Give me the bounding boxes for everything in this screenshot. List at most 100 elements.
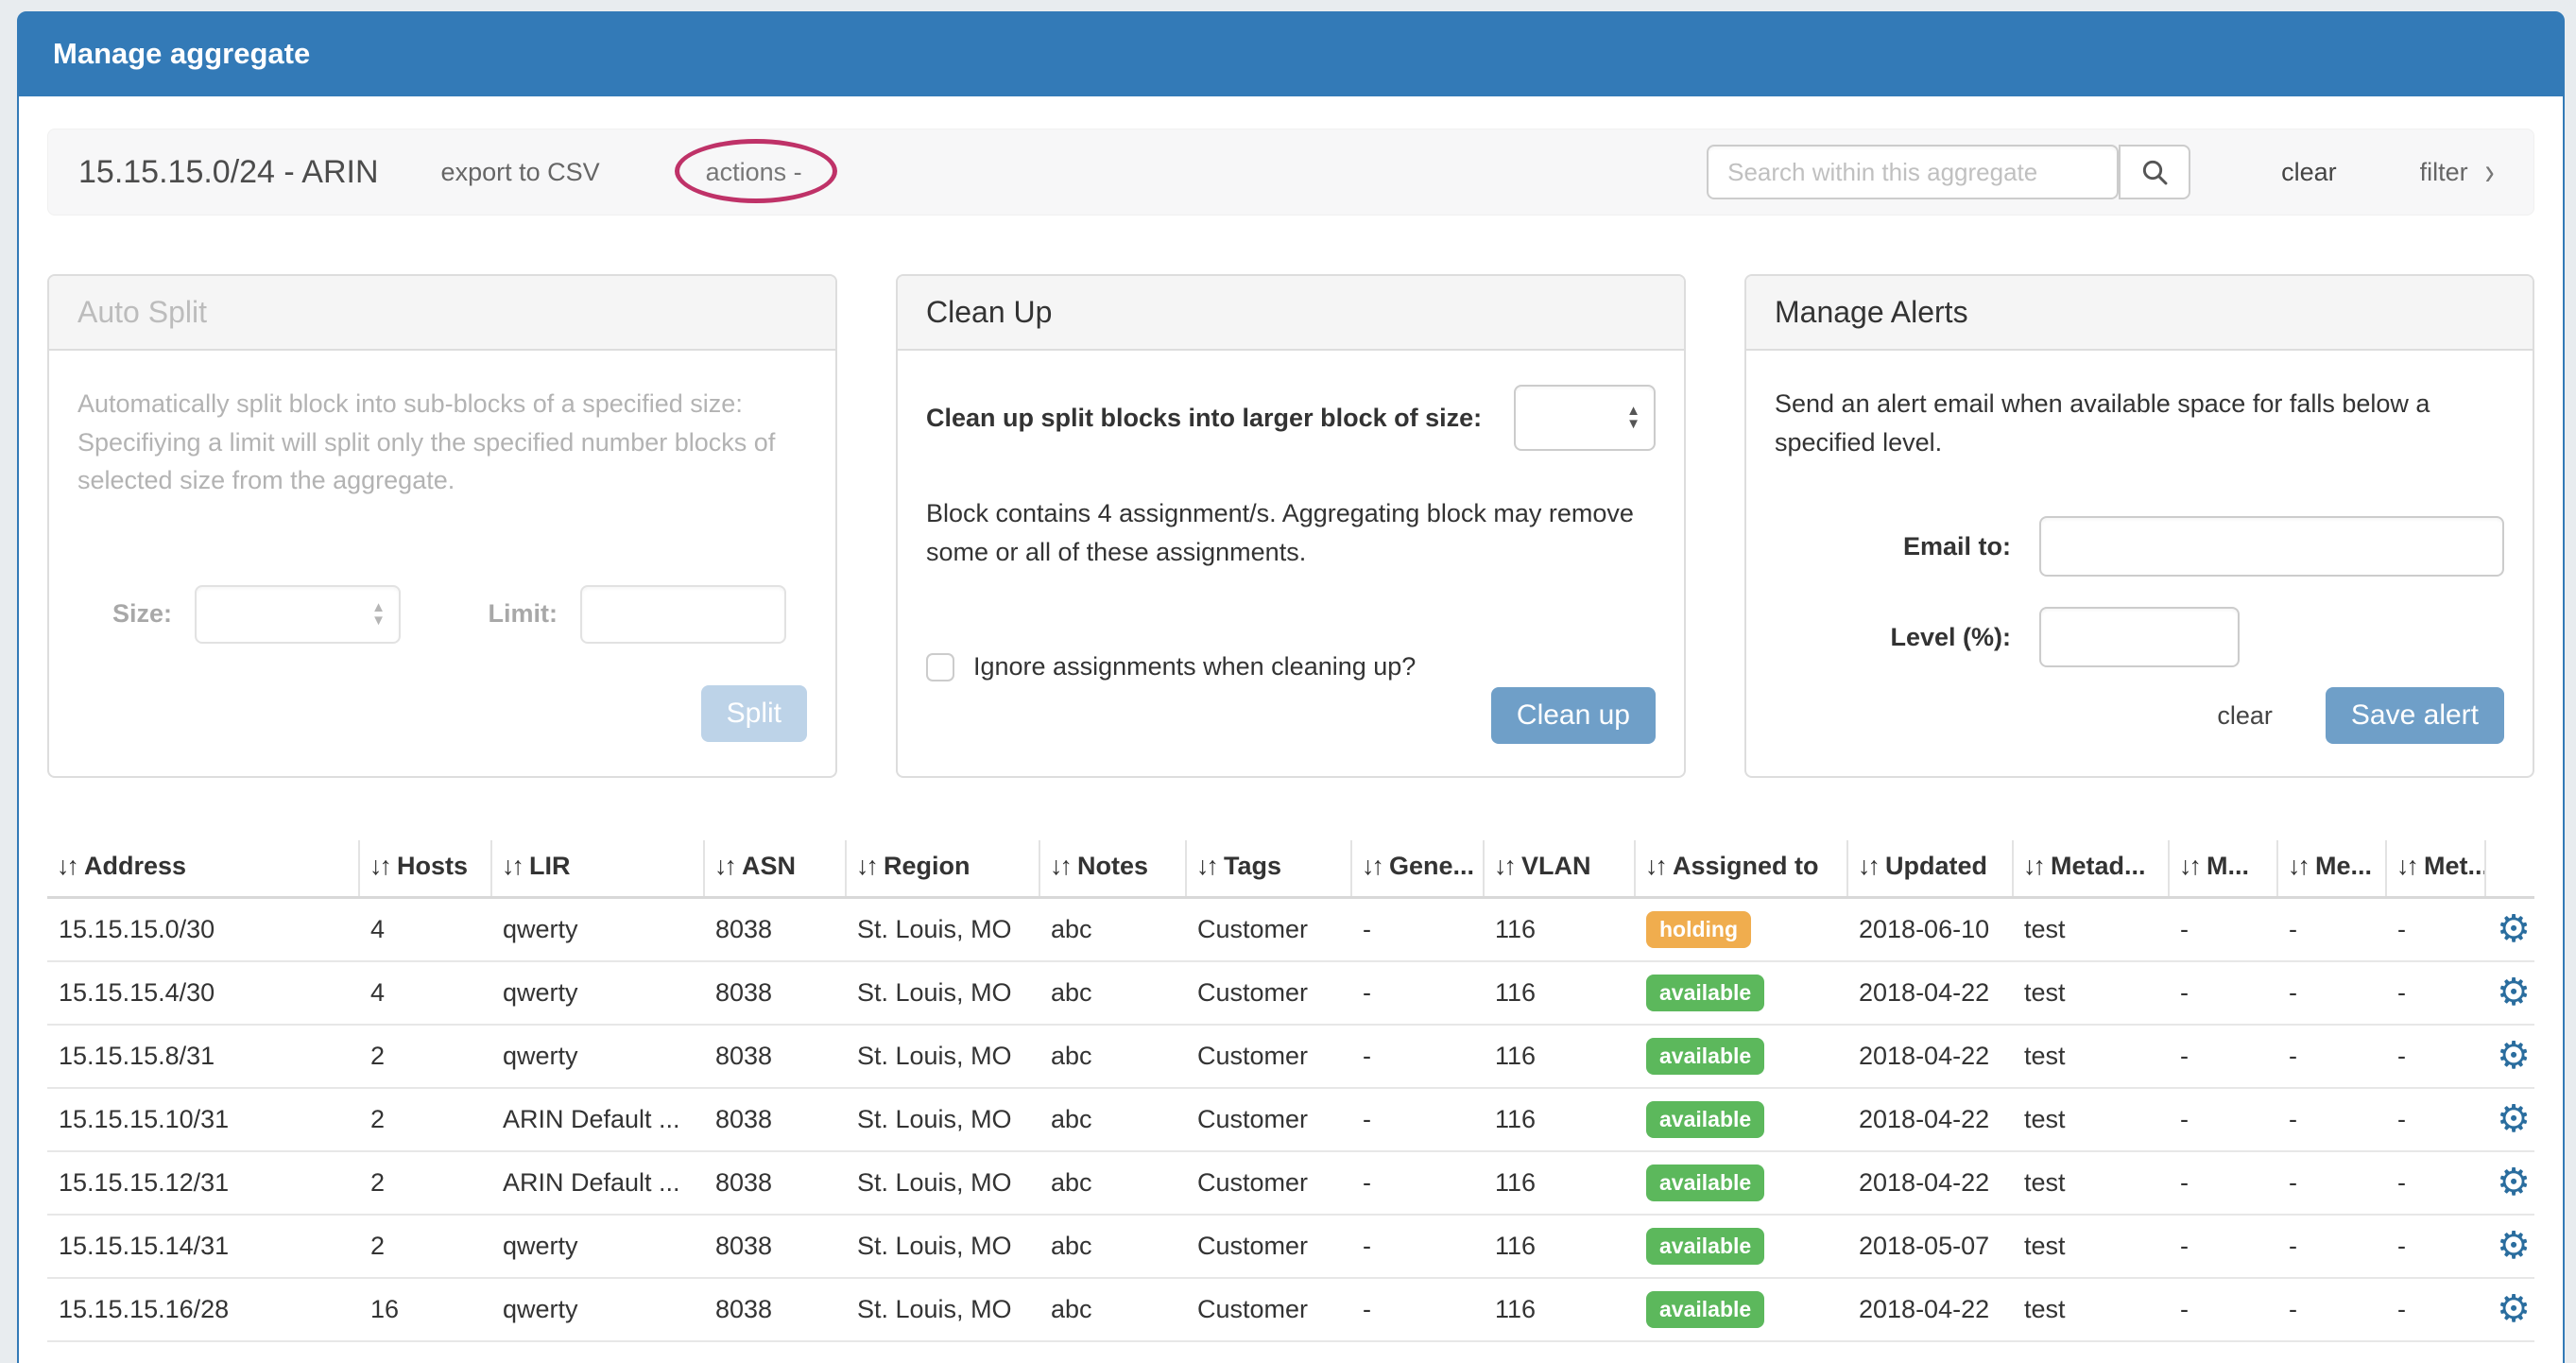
cell-vlan: 116 <box>1484 897 1635 962</box>
column-header-metad[interactable]: ↓↑ Metad... <box>2013 840 2170 899</box>
email-label: Email to: <box>1902 531 2011 561</box>
caret-up-icon: ▲ <box>1626 403 1640 419</box>
clean-up-card: Clean Up Clean up split blocks into larg… <box>896 274 1686 778</box>
cell-region: St. Louis, MO <box>846 1087 1039 1152</box>
clear-alert-link[interactable]: clear <box>2217 700 2273 730</box>
cell-gene: - <box>1351 1087 1484 1152</box>
gear-icon[interactable]: ⚙ <box>2497 1225 2531 1267</box>
table-row: 15.15.15.12/31 2 ARIN Default ... 8038 St. L… <box>47 1150 2534 1216</box>
clean-up-size-select[interactable]: ▲ ▼ <box>1514 385 1656 451</box>
cell-m1: - <box>2169 1150 2277 1216</box>
email-field[interactable] <box>2039 516 2504 577</box>
export-to-csv-link[interactable]: export to CSV <box>440 157 600 186</box>
limit-input[interactable] <box>580 584 786 644</box>
sort-icon: ↓↑ <box>1196 852 1219 880</box>
aggregate-title: 15.15.15.0/24 - ARIN <box>78 153 379 190</box>
cell-assigned: available <box>1635 1277 1847 1342</box>
column-header-region[interactable]: ↓↑ Region <box>846 840 1040 899</box>
ignore-assignments-row: Ignore assignments when cleaning up? <box>926 652 1656 682</box>
manage-alerts-description: Send an alert email when available space… <box>1775 389 2430 457</box>
auto-split-card: Auto Split Automatically split block int… <box>47 274 837 778</box>
column-header-lir[interactable]: ↓↑ LIR <box>491 840 705 899</box>
manage-alerts-button-row: clear Save alert <box>1775 687 2504 744</box>
limit-label: Limit: <box>488 599 558 628</box>
gear-icon[interactable]: ⚙ <box>2497 908 2531 951</box>
gear-icon[interactable]: ⚙ <box>2497 972 2531 1013</box>
toolbar-right: clear filter › <box>1707 145 2496 199</box>
status-badge: available <box>1646 1290 1765 1328</box>
column-header-updated[interactable]: ↓↑ Updated <box>1847 840 2014 899</box>
cell-region: St. Louis, MO <box>846 960 1039 1026</box>
cell-address: 15.15.15.0/30 <box>47 897 359 962</box>
sort-icon: ↓↑ <box>1494 852 1517 880</box>
filter-label: filter <box>2419 157 2468 186</box>
cell-m2: - <box>2277 1277 2386 1342</box>
table-row: 15.15.15.14/31 2 qwerty 8038 St. Louis, MO ab… <box>47 1214 2534 1279</box>
gear-icon[interactable]: ⚙ <box>2497 1098 2531 1140</box>
filter-link[interactable]: filter › <box>2420 153 2496 191</box>
cell-region: St. Louis, MO <box>846 1277 1039 1342</box>
cell-metad: test <box>2013 960 2169 1026</box>
sort-icon: ↓↑ <box>502 852 524 880</box>
gear-icon[interactable]: ⚙ <box>2497 1288 2531 1330</box>
cell-m2: - <box>2277 960 2386 1026</box>
cell-row-actions: ⚙ <box>2485 960 2534 1026</box>
cell-row-actions: ⚙ <box>2485 1150 2534 1216</box>
actions-dropdown[interactable]: actions - <box>705 157 802 186</box>
cell-region: St. Louis, MO <box>846 1024 1039 1089</box>
cell-address: 15.15.15.16/28 <box>47 1277 359 1342</box>
ignore-assignments-checkbox[interactable] <box>926 652 954 682</box>
cell-assigned: holding <box>1635 897 1847 962</box>
sort-icon: ↓↑ <box>1362 852 1384 880</box>
cell-lir: qwerty <box>491 960 704 1026</box>
column-header-asn[interactable]: ↓↑ ASN <box>704 840 847 899</box>
column-header-notes[interactable]: ↓↑ Notes <box>1039 840 1187 899</box>
cell-m1: - <box>2169 1024 2277 1089</box>
column-header-me[interactable]: ↓↑ Me... <box>2277 840 2387 899</box>
column-header-address[interactable]: ↓↑ Address <box>47 840 360 899</box>
manage-alerts-card: Manage Alerts Send an alert email when a… <box>1744 274 2534 778</box>
cell-gene: - <box>1351 1277 1484 1342</box>
search-group <box>1707 145 2191 199</box>
column-header-tags[interactable]: ↓↑ Tags <box>1186 840 1352 899</box>
column-header-assigned-to[interactable]: ↓↑ Assigned to <box>1635 840 1848 899</box>
cell-m2: - <box>2277 1087 2386 1152</box>
sort-icon: ↓↑ <box>856 852 879 880</box>
search-input[interactable] <box>1707 145 2120 199</box>
cell-tags: Customer <box>1186 1087 1351 1152</box>
cell-tags: Customer <box>1186 1150 1351 1216</box>
clear-search-link[interactable]: clear <box>2281 157 2337 186</box>
cell-asn: 8038 <box>704 1150 846 1216</box>
save-alert-button[interactable]: Save alert <box>2325 687 2504 744</box>
cell-m1: - <box>2169 960 2277 1026</box>
cell-assigned: available <box>1635 1087 1847 1152</box>
gear-icon[interactable]: ⚙ <box>2497 1162 2531 1203</box>
column-header-hosts[interactable]: ↓↑ Hosts <box>359 840 492 899</box>
cell-asn: 8038 <box>704 897 846 962</box>
column-header-met[interactable]: ↓↑ Met... <box>2386 840 2486 899</box>
cell-asn: 8038 <box>704 960 846 1026</box>
search-button[interactable] <box>2119 145 2191 199</box>
cell-row-actions: ⚙ <box>2485 1277 2534 1342</box>
clean-up-button[interactable]: Clean up <box>1490 687 1656 744</box>
size-select[interactable]: ▲ ▼ <box>195 584 401 644</box>
level-field[interactable] <box>2039 607 2240 667</box>
column-header-m[interactable]: ↓↑ M... <box>2169 840 2278 899</box>
column-header-vlan[interactable]: ↓↑ VLAN <box>1484 840 1636 899</box>
manage-alerts-title: Manage Alerts <box>1746 276 2533 351</box>
cell-vlan: 116 <box>1484 1087 1635 1152</box>
status-badge: available <box>1646 1227 1765 1265</box>
split-button[interactable]: Split <box>700 684 807 742</box>
cell-vlan: 116 <box>1484 1150 1635 1216</box>
gear-icon[interactable]: ⚙ <box>2497 1035 2531 1077</box>
cell-updated: 2018-04-22 <box>1847 1277 2013 1342</box>
clean-up-size-label: Clean up split blocks into larger block … <box>926 403 1483 432</box>
blocks-table: ↓↑ Address ↓↑ Hosts ↓↑ LIR ↓↑ ASN ↓↑ Region ↓↑ Note… <box>47 840 2534 1342</box>
auto-split-title: Auto Split <box>49 276 835 351</box>
cell-row-actions: ⚙ <box>2485 1087 2534 1152</box>
cell-m3: - <box>2386 1150 2485 1216</box>
panel-body: 15.15.15.0/24 - ARIN export to CSV actio… <box>19 96 2563 1342</box>
status-badge: available <box>1646 1037 1765 1075</box>
cell-metad: test <box>2013 1150 2169 1216</box>
column-header-gene[interactable]: ↓↑ Gene... <box>1351 840 1485 899</box>
